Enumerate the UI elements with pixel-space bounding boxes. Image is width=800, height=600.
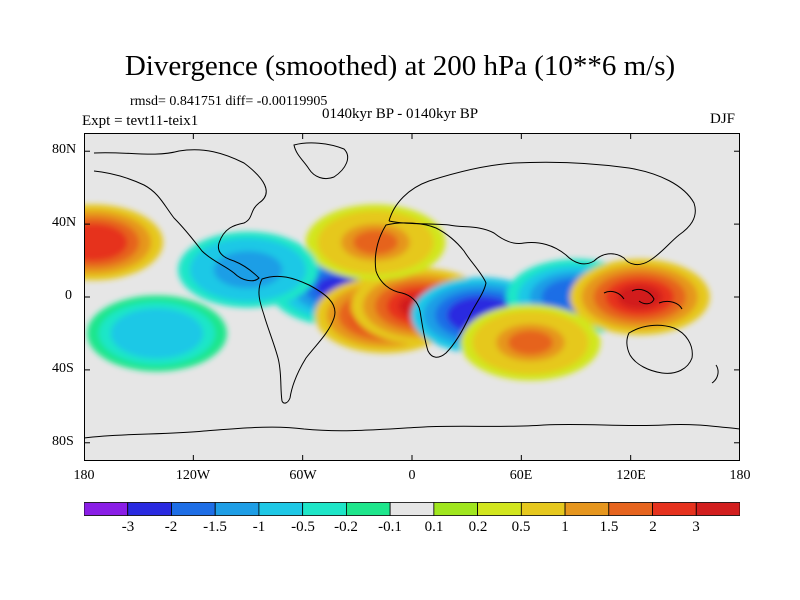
period-text: 0140kyr BP - 0140kyr BP — [322, 106, 479, 122]
lon-label-180e: 180 — [729, 468, 751, 483]
colorbar-box — [520, 502, 566, 516]
lat-label-80s: 80S — [52, 434, 74, 449]
colorbar-box — [389, 502, 435, 516]
colorbar-label: -1 — [252, 519, 266, 535]
lon-label-120e: 120E — [616, 468, 646, 483]
lon-label-60w: 60W — [289, 468, 317, 483]
colorbar-label: -0.1 — [378, 519, 402, 535]
field-contour — [84, 230, 116, 255]
colorbar-box — [477, 502, 522, 516]
lat-label-0: 0 — [65, 288, 72, 303]
colorbar-label: 2 — [649, 519, 657, 535]
colorbar-box — [214, 502, 260, 516]
colorbar-label: 0.1 — [424, 519, 444, 535]
field-feature — [84, 204, 164, 281]
field-feature — [305, 204, 446, 281]
colorbar-box — [652, 502, 697, 516]
colorbar-label: -3 — [121, 519, 135, 535]
colorbar-label: 0.5 — [511, 519, 531, 535]
colorbar-box — [345, 502, 391, 516]
lat-label-40s: 40S — [52, 361, 74, 376]
colorbar-label: 3 — [692, 519, 700, 535]
stats-text: rmsd= 0.841751 diff= -0.00119905 — [130, 94, 328, 109]
colorbar-label: 0.2 — [468, 519, 488, 535]
plot-title: Divergence (smoothed) at 200 hPa (10**6 … — [124, 50, 676, 82]
colorbar-label: 1.5 — [599, 519, 619, 535]
colorbar-box — [127, 502, 172, 516]
colorbar-box — [302, 502, 347, 516]
colorbar-box — [695, 502, 740, 516]
africa-coast — [374, 222, 487, 358]
field-feature — [178, 231, 318, 308]
divergence-field — [84, 204, 710, 381]
experiment-text: Expt = tevt11-teix1 — [82, 113, 199, 129]
field-feature — [86, 295, 227, 372]
lon-label-180w: 180 — [73, 468, 95, 483]
lat-label-80n: 80N — [52, 142, 77, 157]
divergence-map — [84, 133, 740, 461]
colorbar-label: 1 — [561, 519, 569, 535]
lon-label-60e: 60E — [509, 468, 533, 483]
new-zealand-coast — [711, 364, 719, 384]
colorbar-label: -0.5 — [291, 519, 315, 535]
field-contour — [353, 230, 398, 255]
season-text: DJF — [710, 111, 736, 127]
field-feature — [460, 304, 601, 381]
axis-ticks — [84, 133, 740, 461]
colorbar-box — [564, 502, 610, 516]
colorbar-box — [608, 502, 653, 516]
greenland-coast — [293, 142, 349, 180]
lon-label-0: 0 — [408, 468, 416, 483]
field-feature — [569, 259, 710, 335]
north-america-coast — [93, 149, 267, 282]
field-contour — [508, 330, 553, 355]
colorbar — [84, 502, 740, 516]
antarctica-coast — [84, 423, 740, 439]
colorbar-label: -0.2 — [334, 519, 358, 535]
field-contour — [134, 321, 180, 346]
maritime-continent-coast — [603, 288, 683, 310]
lat-label-40n: 40N — [52, 215, 77, 230]
australia-coast — [626, 324, 693, 374]
colorbar-box — [258, 502, 304, 516]
eurasia-coast — [388, 161, 696, 266]
colorbar-box — [433, 502, 479, 516]
south-america-coast — [258, 275, 336, 404]
coastlines — [84, 142, 740, 439]
colorbar-label: -1.5 — [203, 519, 227, 535]
field-contour — [617, 284, 663, 310]
colorbar-label: -2 — [164, 519, 178, 535]
colorbar-box — [84, 502, 129, 516]
colorbar-box — [171, 502, 216, 516]
lon-label-120w: 120W — [175, 468, 211, 483]
